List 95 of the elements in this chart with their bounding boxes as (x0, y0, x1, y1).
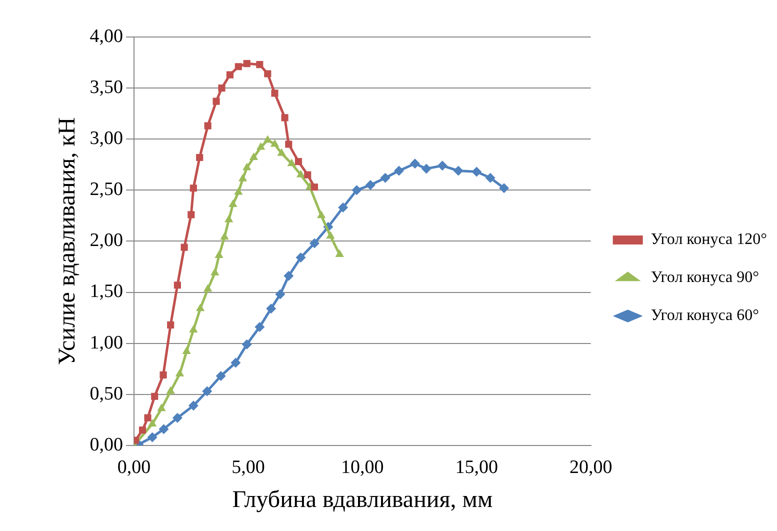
point (224, 214, 234, 222)
point (188, 211, 195, 218)
point (249, 152, 258, 160)
point (172, 412, 182, 423)
point (203, 284, 212, 292)
point (174, 282, 181, 289)
y-tick-label: 3,00 (90, 128, 124, 150)
point (182, 346, 191, 354)
point (189, 325, 198, 333)
point (216, 370, 226, 381)
point (281, 114, 288, 122)
point (338, 202, 348, 213)
y-tick-label: 2,00 (90, 230, 124, 252)
point (275, 289, 286, 300)
point (230, 358, 241, 368)
point (335, 249, 344, 257)
point (437, 160, 448, 171)
y-tick-label: 1,50 (90, 281, 124, 302)
point (175, 368, 184, 376)
point (196, 154, 204, 162)
point (294, 158, 302, 166)
point (228, 199, 238, 207)
x-tick-label: 15,00 (455, 456, 498, 478)
point (212, 98, 220, 105)
x-tick-label: 10,00 (341, 456, 384, 478)
point (238, 174, 248, 182)
point (218, 84, 226, 92)
point (485, 172, 496, 183)
point (147, 432, 158, 442)
point (157, 404, 166, 412)
point (271, 90, 278, 97)
point (158, 424, 169, 434)
point (394, 166, 404, 176)
point (148, 418, 157, 426)
y-tick-label: 2,50 (90, 179, 124, 200)
point (352, 185, 362, 196)
point (326, 231, 335, 239)
point (285, 140, 292, 148)
x-tick-label: 20,00 (569, 456, 612, 478)
point (296, 170, 306, 178)
legend-label: Угол конуса 120° (650, 231, 768, 248)
point (188, 400, 198, 411)
point (304, 171, 312, 178)
point (296, 252, 306, 263)
point (310, 184, 318, 191)
point (202, 386, 212, 396)
point (138, 426, 146, 434)
point (472, 166, 482, 177)
point (243, 60, 250, 68)
point (242, 339, 252, 350)
x-axis-title: Глубина вдавливания, мм (232, 486, 493, 513)
point (234, 63, 242, 70)
point (220, 232, 229, 240)
point (365, 180, 376, 190)
point (256, 61, 264, 68)
point (166, 386, 175, 394)
point (167, 321, 174, 328)
point (190, 184, 197, 192)
point (144, 414, 152, 422)
point (421, 164, 432, 174)
point (453, 166, 464, 176)
point (151, 392, 158, 400)
point (270, 139, 280, 147)
point (242, 162, 252, 170)
point (277, 148, 286, 156)
point (214, 250, 224, 258)
y-tick-label: 0,50 (90, 383, 124, 404)
point (263, 135, 272, 143)
x-tick-label: 0,00 (117, 456, 151, 478)
point (210, 268, 220, 276)
y-axis-title: Усилие вдавливания, кН (54, 117, 81, 366)
y-tick-label: 4,00 (90, 26, 124, 47)
point (316, 210, 326, 218)
point (256, 142, 266, 150)
point (234, 187, 243, 195)
point (180, 244, 188, 251)
point (196, 304, 205, 312)
legend-label: Угол конуса 90° (650, 269, 760, 286)
point (309, 238, 320, 248)
y-tick-label: 0,00 (90, 434, 124, 456)
point (204, 122, 212, 130)
point (284, 270, 294, 281)
y-tick-label: 1,00 (90, 332, 124, 354)
point (264, 70, 272, 78)
legend-label: Угол конуса 60° (650, 307, 760, 324)
point (410, 158, 420, 169)
x-tick-label: 5,00 (232, 456, 265, 478)
point (499, 183, 510, 194)
point (160, 371, 167, 378)
point (266, 304, 276, 314)
point (254, 322, 265, 332)
point (287, 158, 296, 166)
point (380, 172, 390, 183)
y-tick-label: 3,50 (90, 77, 124, 98)
point (226, 71, 234, 78)
